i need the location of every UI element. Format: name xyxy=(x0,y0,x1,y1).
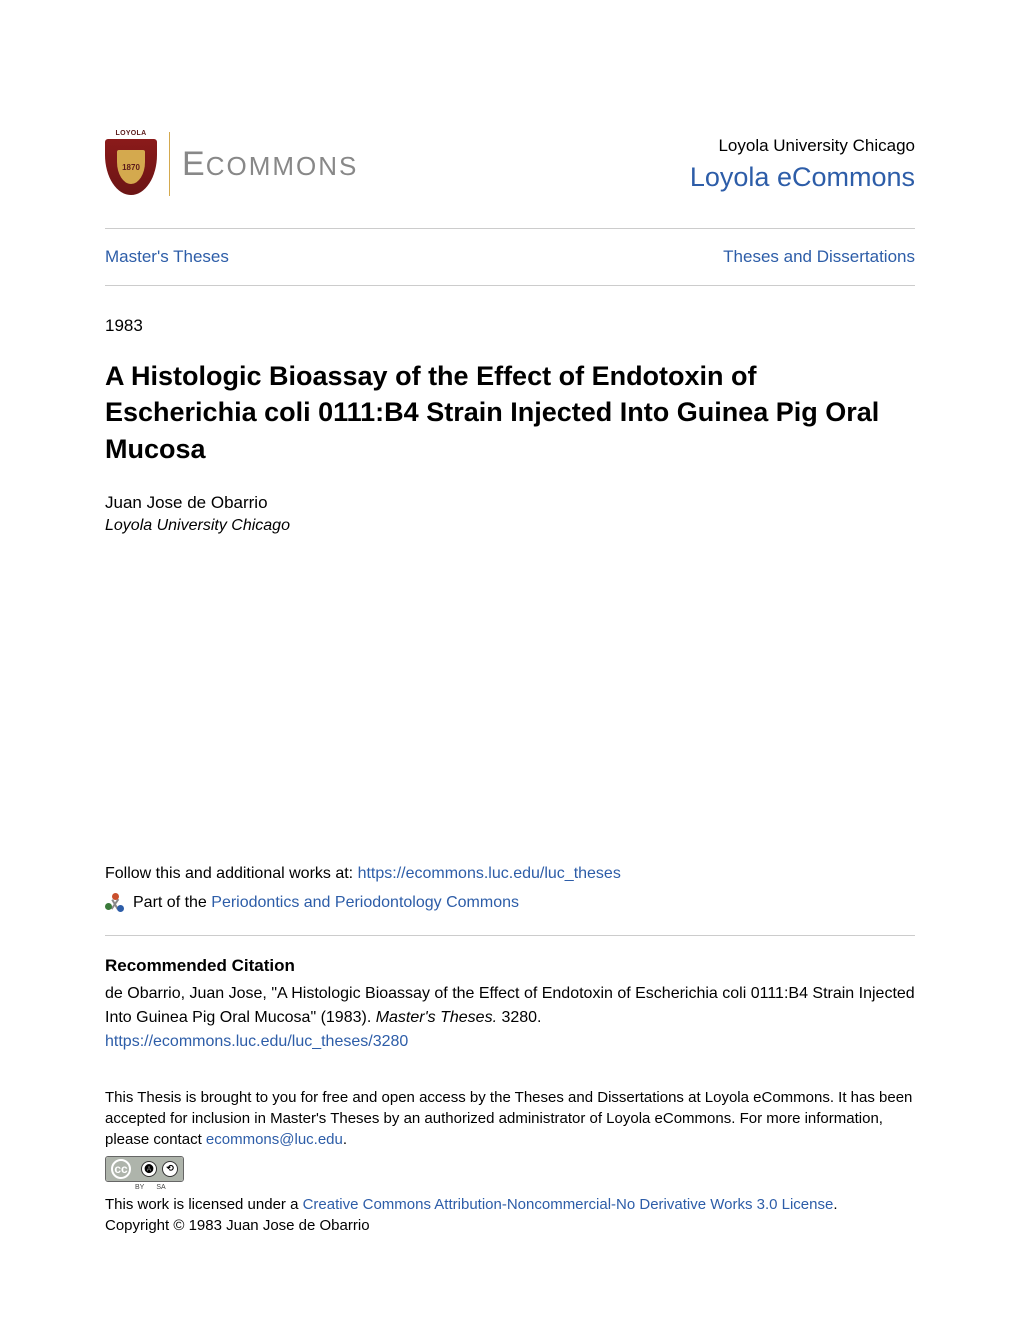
access-disclaimer: This Thesis is brought to you for free a… xyxy=(105,1087,915,1150)
collection-link[interactable]: Master's Theses xyxy=(105,247,229,267)
parent-collection-link[interactable]: Theses and Dissertations xyxy=(723,247,915,267)
permalink[interactable]: https://ecommons.luc.edu/luc_theses/3280 xyxy=(105,1033,915,1051)
follow-works-link[interactable]: https://ecommons.luc.edu/luc_theses xyxy=(358,865,621,882)
breadcrumb: Master's Theses Theses and Dissertations xyxy=(105,229,915,285)
license-statement: This work is licensed under a Creative C… xyxy=(105,1194,915,1215)
license-link[interactable]: Creative Commons Attribution-Noncommerci… xyxy=(303,1196,834,1213)
cc-by-icon: 🅐 xyxy=(141,1161,157,1177)
institution-name: Loyola University Chicago xyxy=(690,136,915,156)
ecommons-wordmark: ECOMMONS xyxy=(182,145,358,184)
contact-email-link[interactable]: ecommons@luc.edu xyxy=(206,1131,343,1148)
follow-works-line: Follow this and additional works at: htt… xyxy=(105,865,915,883)
citation-text: de Obarrio, Juan Jose, "A Histologic Bio… xyxy=(105,982,915,1028)
header: LOYOLA 1870 ECOMMONS Loyola University C… xyxy=(105,130,915,198)
cc-sa-icon: ⟲ xyxy=(162,1161,178,1177)
institution-block: Loyola University Chicago Loyola eCommon… xyxy=(690,136,915,193)
repository-link[interactable]: Loyola eCommons xyxy=(690,162,915,193)
paper-title: A Histologic Bioassay of the Effect of E… xyxy=(105,358,915,467)
cc-icon: cc xyxy=(111,1159,131,1179)
cc-license-badge[interactable]: cc 🅐 ⟲ BYSA xyxy=(105,1156,184,1191)
rule-citation xyxy=(105,935,915,936)
recommended-citation-heading: Recommended Citation xyxy=(105,956,915,976)
network-icon xyxy=(105,893,125,913)
logo-block: LOYOLA 1870 ECOMMONS xyxy=(105,130,358,198)
copyright-line: Copyright © 1983 Juan Jose de Obarrio xyxy=(105,1217,915,1234)
commons-link[interactable]: Periodontics and Periodontology Commons xyxy=(211,894,519,911)
publication-year: 1983 xyxy=(105,316,915,336)
author-affiliation: Loyola University Chicago xyxy=(105,517,915,535)
logo-divider xyxy=(169,132,170,196)
part-of-row: Part of the Periodontics and Periodontol… xyxy=(105,893,915,913)
loyola-shield-icon: LOYOLA 1870 xyxy=(105,130,157,198)
author-name: Juan Jose de Obarrio xyxy=(105,493,915,513)
rule-nav xyxy=(105,285,915,286)
